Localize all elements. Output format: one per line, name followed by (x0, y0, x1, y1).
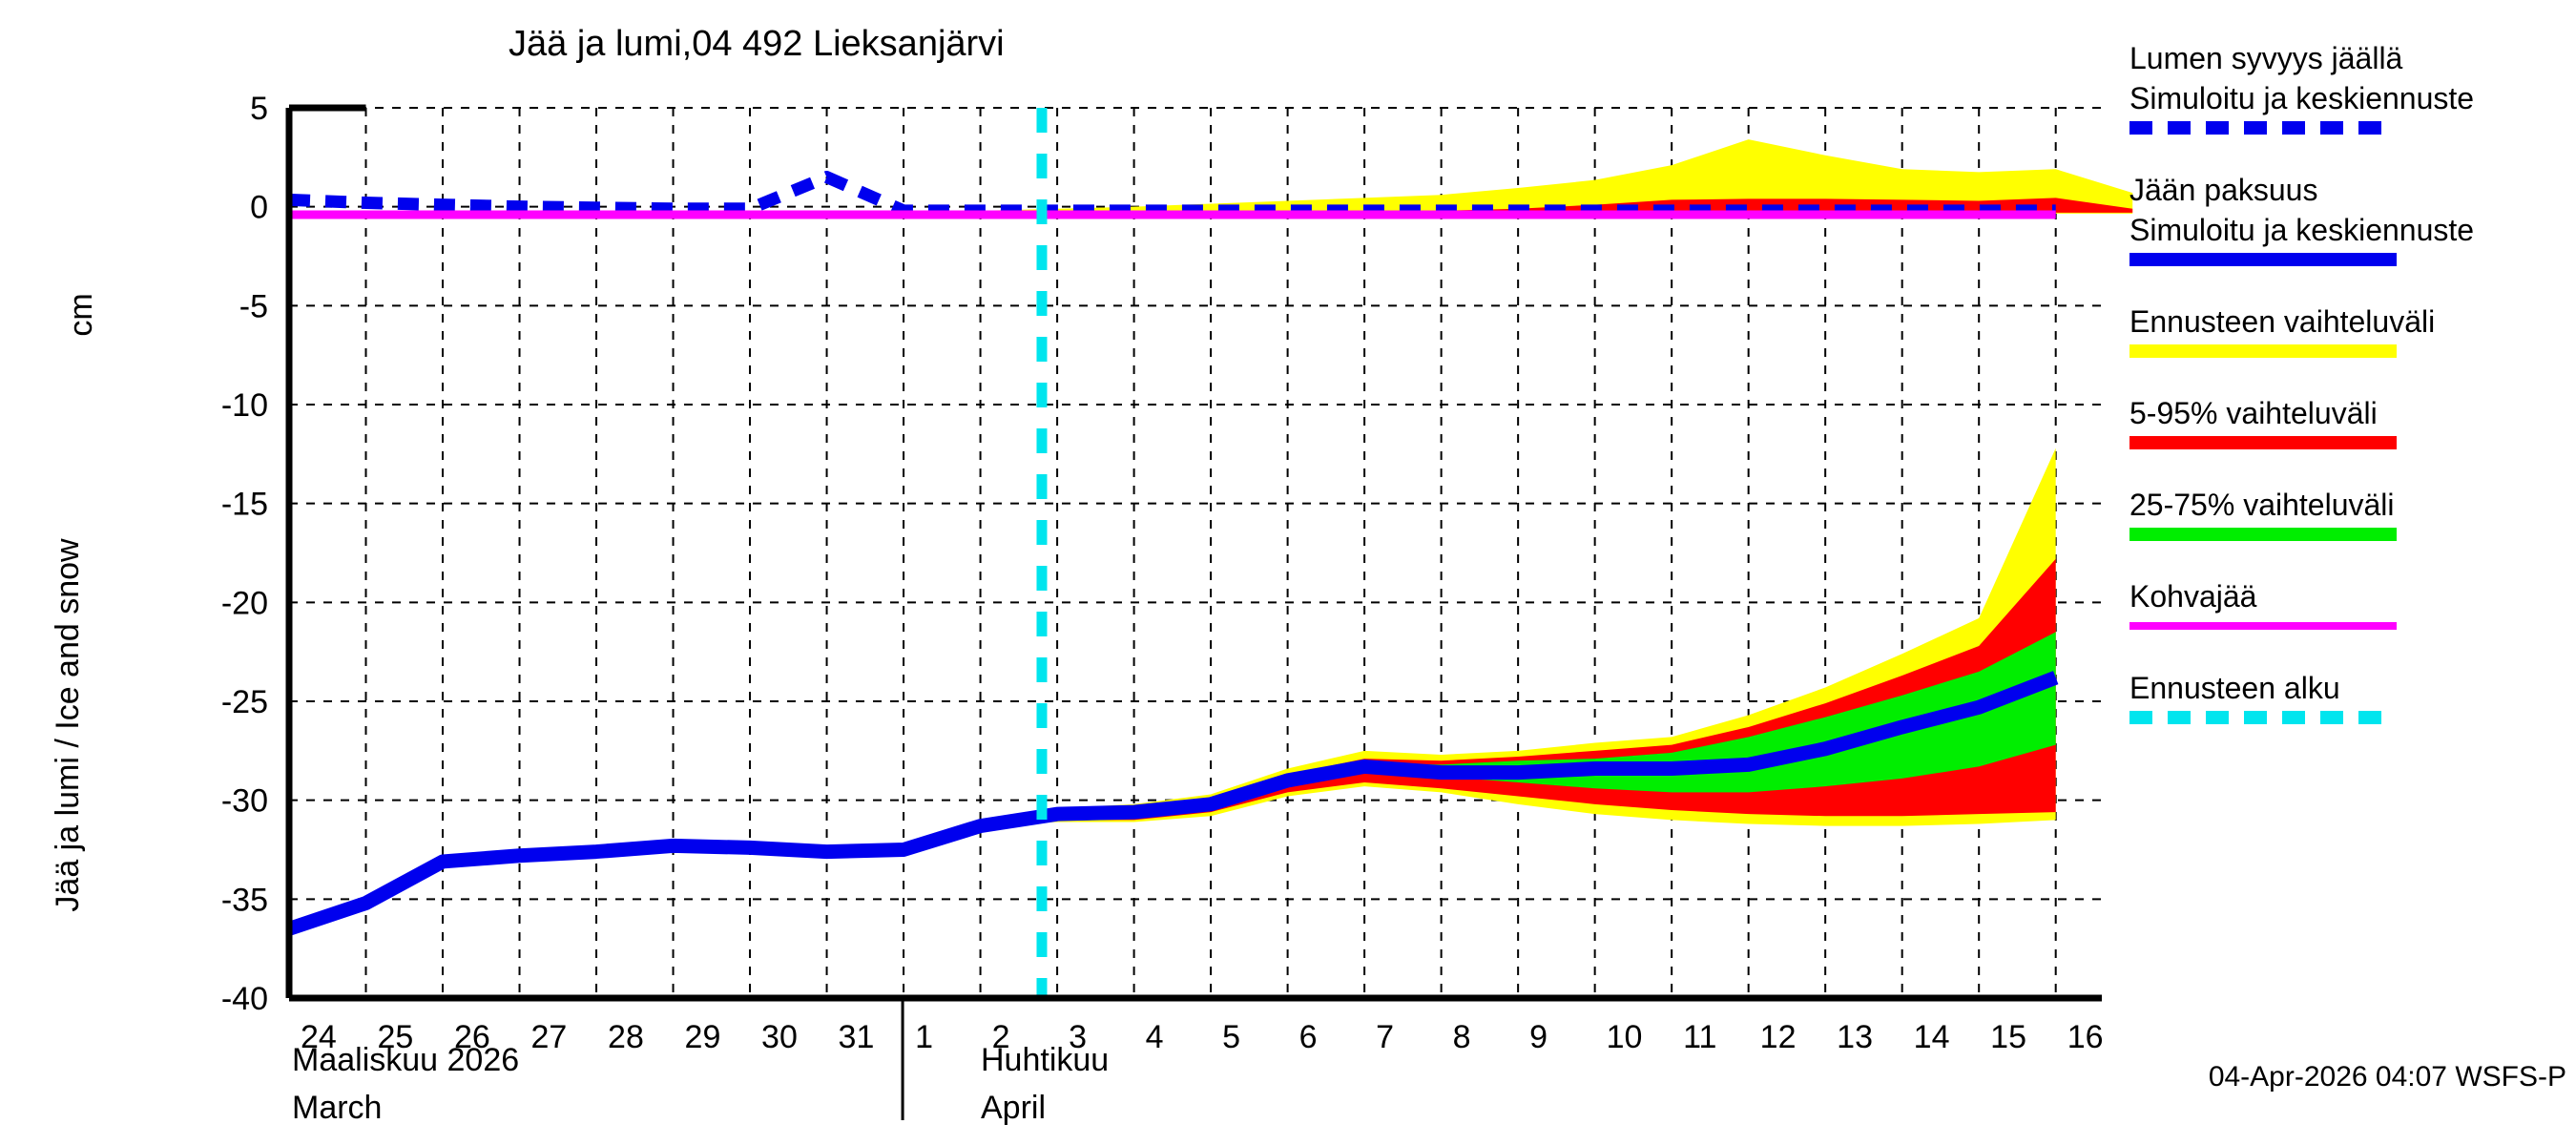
legend-label-range-5-95: 5-95% vaihteluväli (2129, 396, 2378, 430)
x-tick-label: 8 (1453, 1019, 1471, 1055)
ice-band-range-25-75 (980, 632, 2056, 826)
x-tick-label: 12 (1760, 1019, 1797, 1055)
y-tick-label: -10 (221, 387, 268, 424)
legend-label-forecast-range: Ennusteen vaihteluväli (2129, 304, 2435, 339)
x-axis-month1-fi: Maaliskuu 2026 (292, 1042, 519, 1078)
legend-label-forecast-start: Ennusteen alku (2129, 671, 2340, 705)
legend-label-ice-thickness-mean: Jään paksuus (2129, 173, 2317, 207)
x-tick-label: 13 (1837, 1019, 1873, 1055)
x-axis-month2-en: April (981, 1090, 1046, 1126)
series-snow-depth (288, 171, 2056, 218)
y-tick-label: 5 (250, 91, 268, 127)
legend-label-range-25-75: 25-75% vaihteluväli (2129, 488, 2395, 522)
data-line-layer (286, 171, 2059, 936)
x-tick-label: 10 (1607, 1019, 1643, 1055)
x-tick-label: 3 (1069, 1019, 1087, 1055)
y-tick-label: -40 (221, 981, 268, 1017)
x-tick-label: 6 (1299, 1019, 1318, 1055)
x-tick-label: 1 (915, 1019, 933, 1055)
x-tick-label: 28 (608, 1019, 644, 1055)
series-ice-thickness (286, 671, 2059, 936)
y-tick-label: -25 (221, 684, 268, 720)
chart-legend: Lumen syvyys jäällä Simuloitu ja keskienn… (2129, 41, 2474, 724)
x-tick-label: 27 (531, 1019, 568, 1055)
x-tick-label: 7 (1376, 1019, 1394, 1055)
x-tick-label: 16 (2067, 1019, 2104, 1055)
y-tick-label: 0 (250, 190, 268, 226)
x-tick-label: 9 (1529, 1019, 1548, 1055)
y-axis-title: Jää ja lumi / Ice and snow (50, 538, 86, 912)
y-axis-unit-label: cm (63, 293, 99, 336)
x-axis-month2-fi: Huhtikuu (981, 1042, 1109, 1078)
x-tick-label: 24 (301, 1019, 337, 1055)
legend-sublabel-ice-thickness-mean: Simuloitu ja keskiennuste (2129, 213, 2474, 247)
legend-sublabel-snow-depth-mean: Simuloitu ja keskiennuste (2129, 81, 2474, 115)
snow-band-forecast-range (980, 139, 2133, 214)
x-tick-label: 31 (839, 1019, 875, 1055)
x-axis-tick-labels: 24 25 26 27 28 29 30 31 1 2 3 4 5 6 7 8 9 10 11 12 13 14 15 16 (301, 1019, 2104, 1055)
y-axis-tick-labels: 5 0 -5 -10 -15 -20 -25 -30 -35 -40 (221, 91, 268, 1017)
y-tick-label: -5 (239, 288, 268, 324)
chart-title: Jää ja lumi,04 492 Lieksanjärvi (509, 24, 1005, 64)
x-tick-label: 11 (1683, 1019, 1716, 1055)
y-tick-label: -30 (221, 783, 268, 820)
x-tick-label: 25 (378, 1019, 414, 1055)
x-tick-label: 26 (454, 1019, 490, 1055)
legend-label-slush-ice: Kohvajää (2129, 579, 2257, 614)
x-tick-label: 15 (1990, 1019, 2026, 1055)
x-tick-label: 30 (761, 1019, 798, 1055)
x-tick-label: 14 (1914, 1019, 1950, 1055)
x-axis-month1-en: March (292, 1090, 382, 1126)
x-tick-label: 2 (992, 1019, 1010, 1055)
footer-timestamp: 04-Apr-2026 04:07 WSFS-P (2209, 1061, 2566, 1093)
y-tick-label: -15 (221, 487, 268, 523)
x-tick-label: 5 (1222, 1019, 1240, 1055)
y-tick-label: -35 (221, 882, 268, 918)
axis-frame (285, 104, 2102, 1120)
legend-label-snow-depth-mean: Lumen syvyys jäällä (2129, 41, 2403, 75)
y-tick-label: -20 (221, 585, 268, 621)
x-tick-label: 4 (1146, 1019, 1164, 1055)
x-tick-label: 29 (685, 1019, 721, 1055)
